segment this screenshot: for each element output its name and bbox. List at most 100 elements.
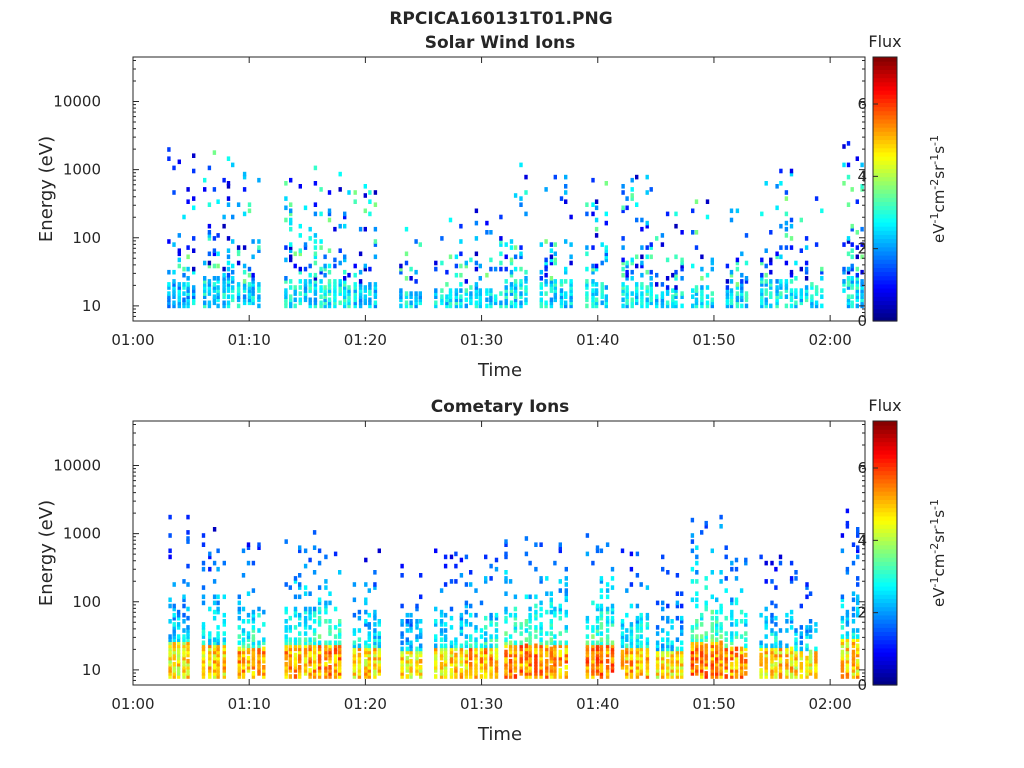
flux-cell <box>489 637 493 642</box>
flux-cell <box>479 649 484 655</box>
flux-cell <box>373 643 377 649</box>
flux-cell <box>312 631 317 636</box>
flux-cell <box>231 214 235 220</box>
flux-cell <box>625 196 629 201</box>
flux-cell <box>671 303 675 309</box>
flux-cell <box>241 661 246 667</box>
flux-cell <box>724 674 728 679</box>
flux-cell <box>409 266 413 272</box>
flux-cell <box>207 223 212 229</box>
flux-cell <box>489 266 493 272</box>
flux-cell <box>700 254 704 260</box>
flux-cell <box>474 294 479 299</box>
flux-cell <box>569 303 573 309</box>
flux-cell <box>660 297 665 303</box>
flux-cell <box>377 652 381 658</box>
flux-cell <box>591 211 595 217</box>
flux-cell <box>724 658 728 664</box>
flux-cell <box>513 297 518 303</box>
flux-cell <box>855 288 859 293</box>
flux-cell <box>779 245 783 250</box>
flux-cell <box>288 637 292 642</box>
flux-cell <box>216 251 220 257</box>
flux-cell <box>528 668 532 673</box>
flux-cell <box>377 619 381 624</box>
flux-cell <box>469 674 473 679</box>
flux-cell <box>635 174 639 180</box>
flux-cell <box>508 652 513 658</box>
flux-cell <box>357 646 362 652</box>
flux-cell <box>504 570 508 575</box>
flux-cell <box>513 193 518 198</box>
flux-cell <box>298 269 302 275</box>
flux-cell <box>226 282 231 287</box>
flux-cell <box>241 655 246 661</box>
flux-cell <box>404 300 409 306</box>
flux-cell <box>489 303 493 309</box>
flux-cell <box>635 655 640 661</box>
flux-cell <box>313 291 318 296</box>
flux-cell <box>284 291 288 296</box>
flux-cell <box>409 652 413 658</box>
flux-cell <box>284 217 288 223</box>
flux-cell <box>251 671 256 676</box>
flux-cell <box>212 671 217 676</box>
flux-cell <box>172 634 176 639</box>
flux-cell <box>764 560 768 566</box>
flux-cell <box>298 233 302 238</box>
flux-cell <box>661 665 665 670</box>
flux-cell <box>860 187 864 192</box>
flux-cell <box>303 294 308 299</box>
flux-cell <box>629 646 634 652</box>
colorbar-step <box>873 544 897 550</box>
flux-cell <box>251 239 255 244</box>
flux-cell <box>409 628 413 633</box>
flux-cell <box>317 560 322 566</box>
flux-cell <box>373 671 377 676</box>
flux-cell <box>724 665 728 670</box>
flux-cell <box>820 288 824 293</box>
flux-cell <box>655 625 660 630</box>
flux-cell <box>585 665 590 670</box>
flux-cell <box>655 674 660 679</box>
flux-cell <box>549 640 553 646</box>
flux-cell <box>358 226 363 232</box>
flux-cell <box>284 661 288 667</box>
flux-cell <box>192 300 196 306</box>
colorbar-step <box>873 639 897 645</box>
flux-cell <box>338 300 342 306</box>
flux-cell <box>661 566 665 572</box>
flux-cell <box>513 646 518 652</box>
flux-cell <box>485 288 489 293</box>
flux-cell <box>621 272 625 278</box>
flux-cell <box>599 606 604 612</box>
flux-cell <box>599 631 604 636</box>
flux-cell <box>630 297 634 303</box>
flux-cell <box>553 257 557 263</box>
flux-cell <box>324 655 328 661</box>
flux-cell <box>625 612 629 618</box>
flux-cell <box>549 665 553 670</box>
flux-cell <box>805 671 809 676</box>
colorbar-step <box>873 85 897 91</box>
flux-cell <box>513 282 518 287</box>
flux-cell <box>700 294 704 299</box>
flux-cell <box>469 643 473 649</box>
flux-cell <box>724 646 728 652</box>
flux-cell <box>605 668 610 673</box>
flux-cell <box>443 665 448 670</box>
flux-cell <box>534 661 538 667</box>
flux-cell <box>675 615 680 621</box>
flux-cell <box>182 266 186 272</box>
flux-cell <box>734 557 739 563</box>
flux-cell <box>464 658 469 664</box>
flux-cell <box>840 533 845 538</box>
flux-cell <box>744 612 748 618</box>
flux-cell <box>779 291 783 296</box>
flux-cell <box>494 655 499 661</box>
flux-cell <box>799 649 803 655</box>
flux-cell <box>645 612 650 618</box>
flux-cell <box>558 542 562 547</box>
flux-cell <box>599 615 604 621</box>
